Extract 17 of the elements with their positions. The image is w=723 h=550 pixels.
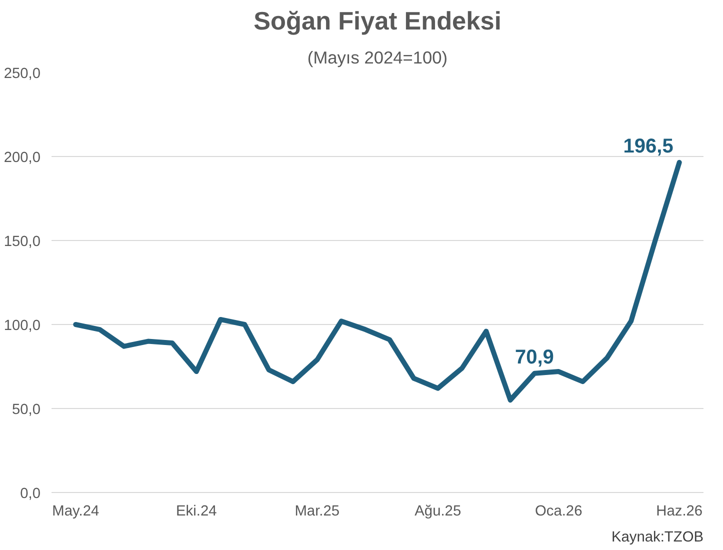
x-tick-label: Haz.26	[656, 504, 703, 520]
y-tick-label: 250,0	[4, 66, 41, 82]
x-tick-label: Ağu.25	[414, 504, 462, 520]
x-tick-label: Eki.24	[176, 504, 217, 520]
y-tick-label: 50,0	[12, 402, 41, 418]
y-tick-label: 150,0	[4, 234, 41, 250]
x-tick-label: Mar.25	[294, 504, 340, 520]
x-tick-label: Oca.26	[534, 504, 582, 520]
chart-subtitle: (Mayıs 2024=100)	[307, 48, 448, 68]
y-tick-label: 200,0	[4, 150, 41, 166]
data-label: 196,5	[623, 135, 674, 158]
x-tick-label: May.24	[52, 504, 100, 520]
y-tick-label: 0,0	[20, 486, 40, 502]
chart-title: Soğan Fiyat Endeksi	[254, 8, 502, 36]
y-tick-label: 100,0	[4, 318, 41, 334]
text: Kaynak:TZOB	[611, 530, 704, 546]
data-label: 70,9	[515, 346, 554, 368]
